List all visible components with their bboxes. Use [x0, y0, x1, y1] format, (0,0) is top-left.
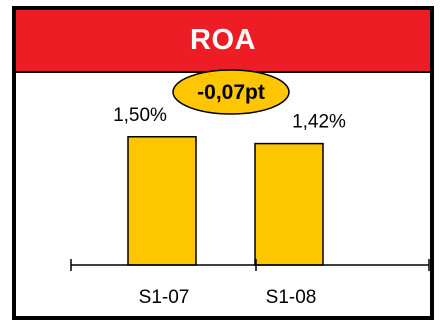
change-badge-label: -0,07pt	[197, 81, 265, 104]
category-label-S1-07: S1-07	[139, 287, 190, 308]
category-label-S1-08: S1-08	[266, 287, 317, 308]
bar-chart: 1,50% 1,42% S1-07 S1-08 -0,07pt	[70, 69, 430, 308]
bar-S1-07	[127, 136, 197, 266]
roa-chart-panel: ROA 1,50% 1,42% S1-07 S1-08 -0,07pt	[12, 6, 434, 320]
bar-S1-08	[254, 142, 324, 266]
value-label-S1-08: 1,42%	[292, 112, 346, 133]
value-label-S1-07: 1,50%	[113, 105, 167, 126]
change-badge	[172, 69, 290, 115]
chart-title: ROA	[190, 24, 256, 56]
